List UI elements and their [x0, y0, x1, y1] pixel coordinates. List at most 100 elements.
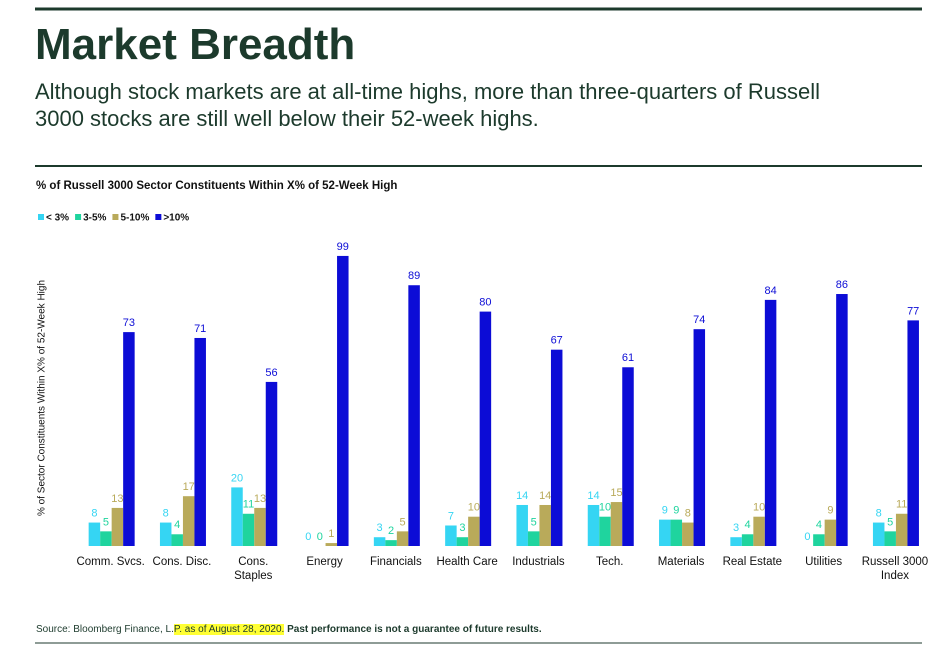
bar — [182, 496, 195, 546]
bar — [813, 534, 825, 546]
data-label: 8 — [685, 507, 691, 519]
data-label: 61 — [622, 352, 634, 364]
bar — [693, 329, 706, 546]
bar — [895, 513, 908, 546]
bar — [764, 299, 777, 546]
data-label: 1 — [328, 528, 334, 540]
data-label: 4 — [174, 519, 180, 531]
data-label: 5 — [887, 516, 893, 528]
data-label: 3 — [459, 522, 465, 534]
data-label: 9 — [673, 505, 679, 517]
x-tick-label: Cons. Disc. — [152, 556, 212, 568]
bar — [659, 519, 671, 546]
disclaimer: Past performance is not a guarantee of f… — [287, 624, 542, 635]
data-label: 10 — [468, 502, 480, 514]
bar — [670, 519, 683, 546]
data-label: 5 — [400, 516, 406, 528]
bar — [884, 531, 896, 546]
bar — [610, 502, 623, 546]
bar — [396, 531, 409, 546]
bar — [824, 519, 837, 546]
bar — [408, 285, 420, 546]
bar — [456, 537, 469, 546]
bar — [527, 531, 540, 546]
bar — [373, 537, 386, 546]
bar — [682, 522, 694, 546]
data-label: 17 — [183, 481, 195, 493]
bar — [445, 525, 457, 546]
data-label: 74 — [693, 314, 705, 326]
bar — [516, 504, 528, 546]
data-label: 4 — [816, 519, 822, 531]
bar — [622, 367, 634, 546]
bar — [325, 543, 338, 546]
legend-swatch — [155, 214, 162, 220]
bar — [730, 537, 742, 546]
x-tick-label: Utilities — [805, 556, 843, 568]
legend-label: >10% — [163, 213, 189, 224]
data-label: 0 — [317, 531, 323, 543]
data-label: 5 — [531, 516, 537, 528]
x-tick-label: Materials — [657, 556, 705, 568]
bar — [872, 522, 885, 546]
bar — [159, 522, 172, 546]
bar — [836, 294, 848, 546]
data-label: 8 — [876, 507, 882, 519]
bar — [550, 349, 563, 546]
data-label: 84 — [764, 285, 776, 297]
source: Source: Bloomberg Finance, L. — [36, 624, 174, 635]
bar — [539, 504, 551, 546]
legend-label: 3-5% — [83, 213, 106, 224]
bar — [171, 534, 183, 546]
data-label: 8 — [91, 507, 97, 519]
bar — [100, 531, 112, 546]
bar — [587, 504, 600, 546]
data-label: 8 — [163, 507, 169, 519]
bar — [254, 507, 266, 546]
bar — [741, 534, 754, 546]
legend-swatch — [112, 214, 119, 220]
bar — [907, 320, 919, 546]
data-label: 10 — [599, 502, 611, 514]
y-axis-label: % of Sector Constituents Within X% of 52… — [37, 280, 48, 516]
data-label: 14 — [539, 490, 551, 502]
data-label: 9 — [662, 505, 668, 517]
source-date: P. as of August 28, 2020. — [173, 624, 285, 635]
bar — [265, 381, 278, 546]
data-label: 3 — [377, 522, 383, 534]
x-tick-label: Real Estate — [722, 556, 783, 568]
bar — [231, 487, 243, 546]
page-subtitle: Although stock markets are at all-time h… — [35, 79, 821, 131]
data-label: 89 — [408, 270, 420, 282]
chart-title: % of Russell 3000 Sector Constituents Wi… — [36, 180, 397, 192]
x-tick-label: Financials — [369, 556, 422, 568]
data-label: 14 — [516, 490, 528, 502]
bar — [88, 522, 101, 546]
data-label: 80 — [479, 297, 491, 309]
bar — [123, 332, 135, 546]
data-label: 13 — [111, 493, 123, 505]
bar — [242, 513, 255, 546]
legend-label: 5-10% — [120, 213, 149, 224]
x-tick-label: Tech. — [596, 556, 624, 568]
data-label: 56 — [265, 367, 277, 379]
data-label: 15 — [610, 487, 622, 499]
data-label: 86 — [836, 279, 848, 291]
bar — [337, 255, 349, 546]
data-label: 11 — [896, 499, 907, 511]
legend-swatch — [38, 214, 44, 220]
x-tick-label: Comm. Svcs. — [76, 556, 145, 568]
data-label: 0 — [305, 531, 311, 543]
x-tick-label: Health Care — [436, 556, 498, 568]
data-label: 20 — [231, 472, 243, 484]
data-label: 3 — [733, 522, 739, 534]
bar — [599, 516, 611, 546]
bar — [468, 516, 480, 546]
data-label: 73 — [123, 317, 135, 329]
data-label: 7 — [448, 510, 454, 522]
bar — [385, 540, 397, 546]
footer: Source: Bloomberg Finance, L.P. as of Au… — [36, 624, 542, 635]
x-tick-label: Cons. Staples — [234, 556, 273, 582]
data-label: 5 — [103, 516, 109, 528]
